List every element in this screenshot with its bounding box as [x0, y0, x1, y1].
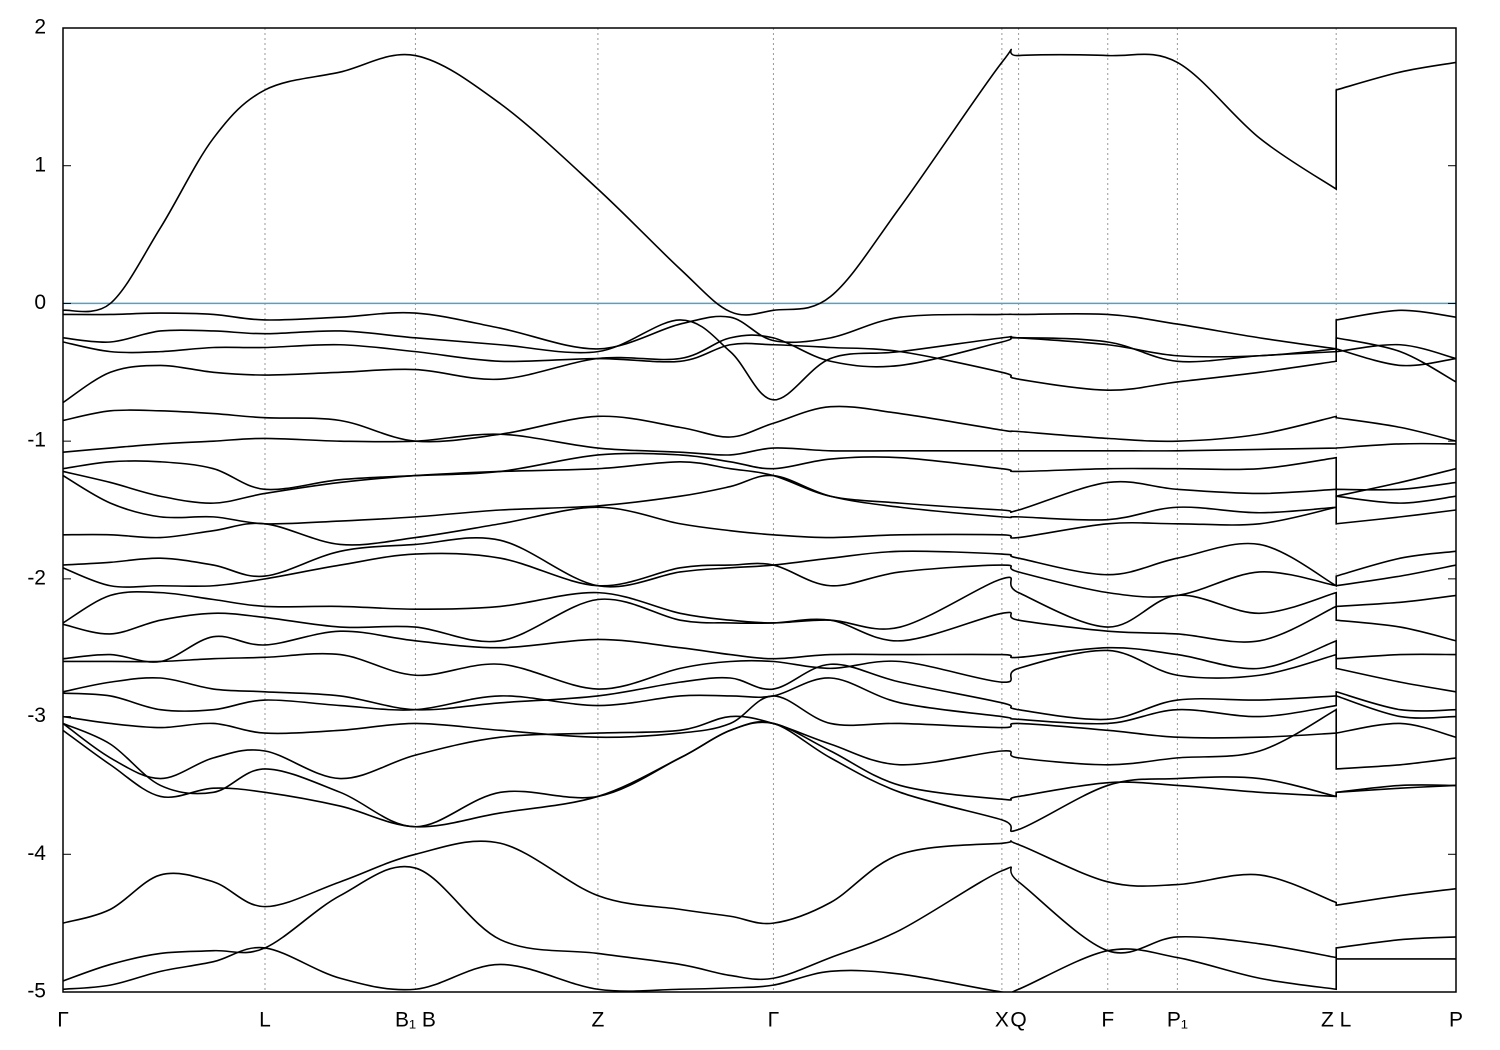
y-tick-label: 1 — [34, 153, 46, 176]
band-layer — [63, 48, 1456, 992]
x-tick-label: L — [259, 1009, 271, 1032]
band-line — [63, 452, 1456, 498]
band-line — [63, 552, 1456, 598]
band-line — [63, 495, 1456, 546]
y-tick-label: -1 — [27, 429, 46, 452]
y-tick-label: -5 — [27, 980, 46, 1003]
x-tick-label: Z — [591, 1009, 604, 1032]
x-tick-label: P — [1449, 1009, 1463, 1032]
y-tick-label: 2 — [34, 16, 46, 39]
band-line — [63, 336, 1456, 391]
x-tick-label: P₁ — [1167, 1009, 1188, 1032]
y-tick-label: -4 — [27, 842, 46, 865]
band-line — [63, 405, 1456, 443]
band-line — [63, 474, 1456, 525]
band-line — [63, 946, 1456, 992]
x-tick-label: Z L — [1321, 1009, 1351, 1032]
band-line — [63, 677, 1456, 725]
x-tick-label: Q — [1010, 1009, 1026, 1032]
band-line — [63, 695, 1456, 739]
band-line — [63, 663, 1456, 721]
band-line — [63, 433, 1456, 456]
band-line — [63, 334, 1456, 404]
band-line — [63, 309, 1456, 350]
band-line — [63, 48, 1456, 316]
grid-layer — [62, 28, 1457, 992]
x-tick-label: F — [1101, 1009, 1114, 1032]
band-line — [63, 537, 1456, 588]
plot-frame — [62, 27, 1457, 993]
band-line — [63, 708, 1456, 780]
band-line — [63, 649, 1456, 693]
x-tick-label: Γ — [57, 1009, 69, 1032]
band-line — [63, 598, 1456, 643]
band-line — [63, 319, 1456, 401]
x-tick-label: Γ — [768, 1009, 780, 1032]
band-line — [63, 840, 1456, 925]
x-tick-label: B₁ B — [395, 1009, 436, 1032]
x-tick-label: X — [995, 1009, 1009, 1032]
y-tick-label: 0 — [34, 291, 46, 314]
band-line — [63, 576, 1456, 630]
y-tick-label: -3 — [27, 704, 46, 727]
band-line — [63, 460, 1456, 514]
label-layer: -5 -4 -3 -2 -1 0 1 2 Γ L B₁ B Z Γ X Q F P₁ Z L P — [27, 16, 1463, 1032]
y-tick-label: -2 — [27, 566, 46, 589]
band-line — [63, 720, 1456, 833]
band-line — [63, 630, 1456, 670]
